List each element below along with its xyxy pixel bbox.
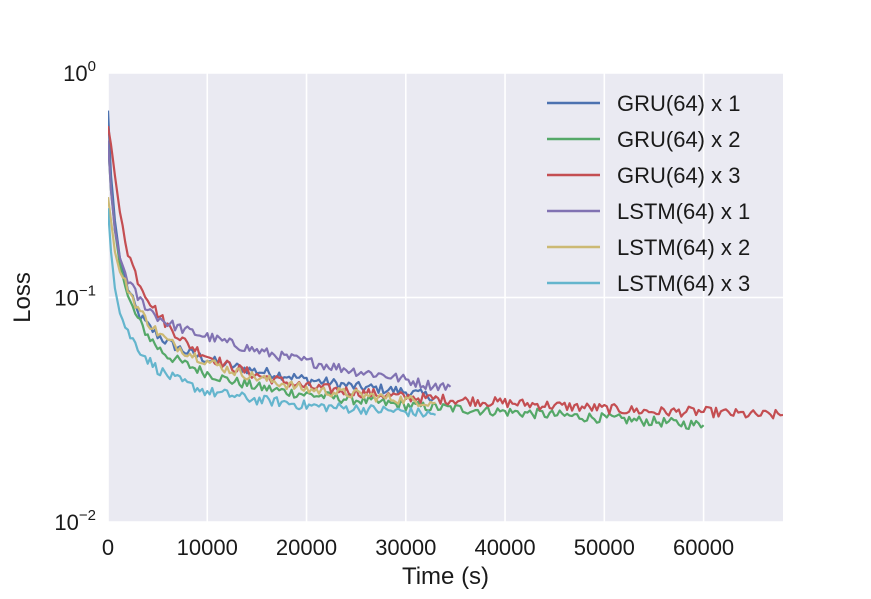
x-tick-label: 50000	[574, 535, 635, 560]
x-tick-labels: 0 10000 20000 30000 40000 50000 60000	[102, 535, 734, 560]
series-line-6	[108, 208, 437, 418]
x-tick-label: 10000	[177, 535, 238, 560]
x-tick-label: 0	[102, 535, 114, 560]
y-tick-label: 100	[63, 58, 96, 86]
legend-label: LSTM(64) x 1	[617, 199, 750, 224]
legend-label: GRU(64) x 1	[617, 91, 740, 116]
x-tick-label: 30000	[375, 535, 436, 560]
y-axis-label: Loss	[9, 272, 36, 323]
legend-label: LSTM(64) x 2	[617, 235, 750, 260]
series-layer	[108, 110, 783, 430]
legend-label: GRU(64) x 3	[617, 163, 740, 188]
y-tick-label: 10−1	[54, 283, 96, 311]
series-line-3	[108, 125, 783, 420]
legend: GRU(64) x 1 GRU(64) x 2 GRU(64) x 3 LSTM(64…	[547, 91, 750, 296]
y-tick-label: 10−2	[54, 507, 96, 535]
y-tick-labels: 100 10−1 10−2	[54, 58, 96, 535]
series-line-5	[108, 196, 436, 407]
legend-label: LSTM(64) x 3	[617, 271, 750, 296]
x-tick-label: 40000	[474, 535, 535, 560]
x-tick-label: 60000	[673, 535, 734, 560]
series-line-4	[108, 140, 452, 392]
grid-lines	[107, 72, 783, 523]
legend-label: GRU(64) x 2	[617, 127, 740, 152]
series-line-2	[108, 140, 705, 430]
x-axis-label: Time (s)	[402, 563, 489, 590]
x-tick-label: 20000	[276, 535, 337, 560]
series-line-1	[108, 110, 437, 403]
